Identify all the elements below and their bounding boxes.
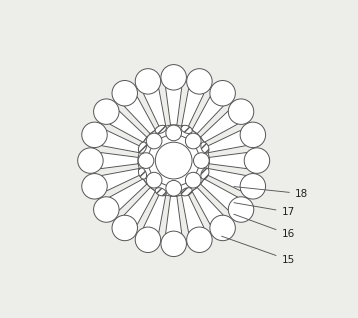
Polygon shape <box>102 169 141 191</box>
Circle shape <box>240 122 266 148</box>
Ellipse shape <box>139 142 146 153</box>
Circle shape <box>138 125 209 196</box>
Circle shape <box>146 133 162 149</box>
Polygon shape <box>166 196 182 234</box>
Ellipse shape <box>201 142 209 153</box>
Polygon shape <box>110 111 147 142</box>
Circle shape <box>155 142 192 179</box>
Circle shape <box>185 172 201 188</box>
Circle shape <box>146 172 162 188</box>
Polygon shape <box>192 97 223 134</box>
Text: 18: 18 <box>234 187 308 199</box>
Circle shape <box>166 180 182 196</box>
Circle shape <box>135 69 161 94</box>
Polygon shape <box>200 111 238 142</box>
Polygon shape <box>182 89 204 128</box>
Circle shape <box>93 99 119 124</box>
Text: 16: 16 <box>234 214 295 239</box>
Circle shape <box>228 99 254 124</box>
Polygon shape <box>182 193 204 232</box>
Ellipse shape <box>155 188 166 196</box>
Circle shape <box>112 215 137 241</box>
Circle shape <box>244 148 270 173</box>
Polygon shape <box>207 130 246 153</box>
Circle shape <box>78 148 103 173</box>
Polygon shape <box>207 169 246 191</box>
Polygon shape <box>124 97 155 134</box>
Circle shape <box>161 231 187 257</box>
Polygon shape <box>144 89 166 128</box>
Circle shape <box>194 153 209 169</box>
Polygon shape <box>101 153 138 169</box>
Text: 15: 15 <box>222 236 295 265</box>
Circle shape <box>138 153 154 169</box>
Circle shape <box>240 174 266 199</box>
Circle shape <box>93 197 119 222</box>
Polygon shape <box>200 179 238 210</box>
Circle shape <box>166 125 182 141</box>
Circle shape <box>228 197 254 222</box>
Polygon shape <box>209 153 247 169</box>
Polygon shape <box>124 187 155 225</box>
Circle shape <box>161 65 187 90</box>
Circle shape <box>187 227 212 252</box>
Polygon shape <box>166 87 182 125</box>
Polygon shape <box>102 130 141 153</box>
Circle shape <box>135 227 161 252</box>
Circle shape <box>210 80 235 106</box>
Circle shape <box>82 122 107 148</box>
Ellipse shape <box>201 168 209 179</box>
Circle shape <box>185 133 201 149</box>
Polygon shape <box>192 187 223 225</box>
Ellipse shape <box>181 188 192 196</box>
Polygon shape <box>144 193 166 232</box>
Circle shape <box>112 80 137 106</box>
Text: 17: 17 <box>234 203 295 217</box>
Circle shape <box>82 174 107 199</box>
Circle shape <box>187 69 212 94</box>
Ellipse shape <box>155 125 166 134</box>
Polygon shape <box>110 179 147 210</box>
Ellipse shape <box>139 168 146 179</box>
Ellipse shape <box>181 125 192 134</box>
Circle shape <box>210 215 235 241</box>
